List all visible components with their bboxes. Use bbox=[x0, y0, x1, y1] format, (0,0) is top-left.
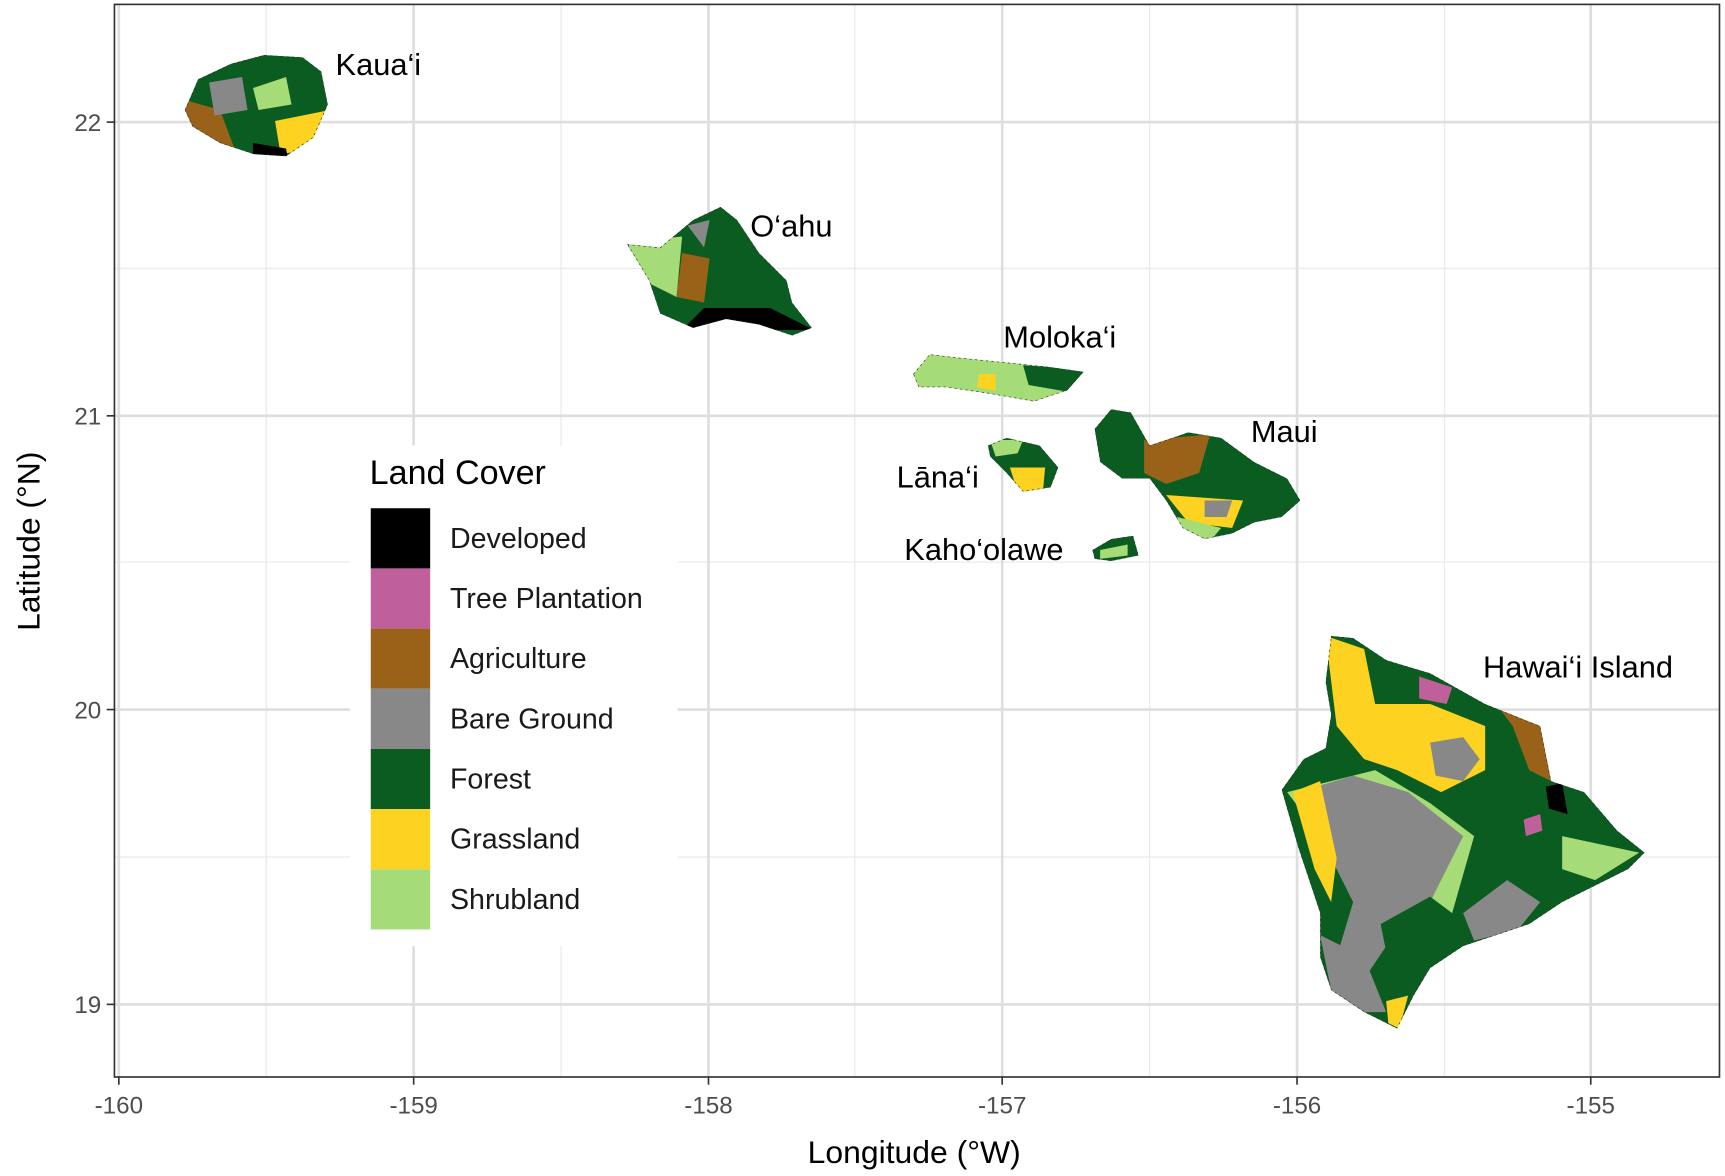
land-cover-patch bbox=[1430, 737, 1480, 782]
legend-label: Grassland bbox=[450, 824, 580, 856]
legend-swatch bbox=[370, 508, 431, 569]
legend-label: Developed bbox=[450, 523, 587, 555]
x-tick-label: -155 bbox=[1567, 1092, 1615, 1119]
island-lanai bbox=[987, 437, 1059, 492]
x-tick-label: -156 bbox=[1273, 1092, 1321, 1119]
island-coastline bbox=[987, 437, 1059, 492]
island-label-kahoolawe: Kaho‘olawe bbox=[904, 532, 1063, 567]
legend-item: Tree Plantation bbox=[370, 568, 643, 629]
island-label-maui: Maui bbox=[1251, 414, 1318, 449]
legend-item: Bare Ground bbox=[370, 688, 614, 749]
island-hawaii bbox=[1281, 635, 1645, 1029]
land-cover-patch bbox=[1545, 783, 1568, 815]
land-cover-patch bbox=[1320, 935, 1387, 1013]
legend-item: Forest bbox=[370, 748, 531, 810]
legend-item: Developed bbox=[370, 508, 587, 569]
legend-title: Land Cover bbox=[370, 454, 546, 492]
legend-swatch bbox=[370, 809, 431, 870]
land-cover-patch bbox=[676, 253, 710, 303]
x-axis-label: Longitude (°W) bbox=[808, 1134, 1021, 1170]
island-label-lanai: Lāna‘i bbox=[897, 459, 979, 494]
x-tick-label: -158 bbox=[684, 1092, 732, 1119]
legend: Land Cover Developed Tree Plantation Agric… bbox=[349, 445, 678, 947]
island-maui bbox=[1094, 409, 1301, 540]
land-cover-patch bbox=[687, 220, 710, 248]
islands bbox=[184, 55, 1645, 1029]
legend-swatch bbox=[370, 628, 431, 689]
land-cover-patch bbox=[1298, 775, 1464, 980]
panel-border bbox=[113, 3, 1721, 1078]
x-tick-label: -160 bbox=[95, 1092, 143, 1119]
island-kahoolawe bbox=[1092, 535, 1139, 562]
legend-label: Agriculture bbox=[450, 643, 587, 675]
land-cover-patch bbox=[1419, 676, 1453, 705]
legend-label: Tree Plantation bbox=[450, 583, 643, 615]
land-cover-patch bbox=[253, 77, 292, 111]
y-tick-label: 20 bbox=[74, 697, 101, 724]
land-cover-patch bbox=[1496, 704, 1552, 782]
island-label-kauai: Kaua‘i bbox=[336, 47, 422, 82]
land-cover-patch bbox=[253, 143, 289, 157]
legend-swatch bbox=[370, 568, 431, 629]
legend-label: Bare Ground bbox=[450, 703, 614, 735]
axes: -160 -159 -158 -157 -156 -155 22 21 20 19 bbox=[74, 110, 1615, 1119]
land-cover-patch bbox=[209, 77, 248, 116]
legend-label: Forest bbox=[450, 764, 531, 796]
land-cover-patch bbox=[1292, 781, 1337, 903]
island-label-molokai: Moloka‘i bbox=[1003, 320, 1116, 355]
y-tick-label: 19 bbox=[74, 992, 101, 1019]
island-coastline bbox=[913, 354, 1084, 402]
y-tick-label: 21 bbox=[74, 404, 101, 431]
land-cover-patch bbox=[1204, 500, 1233, 518]
legend-item: Shrubland bbox=[370, 869, 580, 930]
land-cover-patch bbox=[1009, 467, 1046, 492]
legend-label: Shrubland bbox=[450, 884, 580, 916]
x-tick-label: -159 bbox=[389, 1092, 437, 1119]
legend-item: Agriculture bbox=[370, 628, 587, 689]
island-oahu bbox=[627, 206, 812, 336]
island-coastline bbox=[627, 206, 812, 336]
island-label-oahu: O‘ahu bbox=[750, 209, 832, 244]
y-tick-label: 22 bbox=[74, 110, 101, 137]
land-cover-patch bbox=[1380, 896, 1453, 980]
island-kauai bbox=[184, 55, 328, 157]
island-label-hawaii: Hawai‘i Island bbox=[1483, 650, 1673, 685]
land-cover-patch bbox=[1463, 880, 1541, 941]
legend-item: Grassland bbox=[370, 809, 580, 870]
island-coastline bbox=[184, 55, 328, 157]
x-tick-label: -157 bbox=[978, 1092, 1026, 1119]
land-cover-patch bbox=[1386, 995, 1409, 1029]
land-cover-patch bbox=[627, 236, 683, 298]
y-axis-label: Latitude (°N) bbox=[11, 452, 47, 631]
land-cover-patch bbox=[1100, 544, 1128, 559]
legend-swatch bbox=[370, 748, 431, 810]
legend-swatch bbox=[370, 688, 431, 749]
land-cover-patch bbox=[1144, 434, 1211, 485]
land-cover-patch bbox=[1523, 814, 1543, 837]
land-cover-patch bbox=[1562, 836, 1640, 881]
legend-swatch bbox=[370, 869, 431, 930]
land-cover-patch bbox=[990, 440, 1024, 457]
land-cover-patch bbox=[976, 374, 996, 391]
